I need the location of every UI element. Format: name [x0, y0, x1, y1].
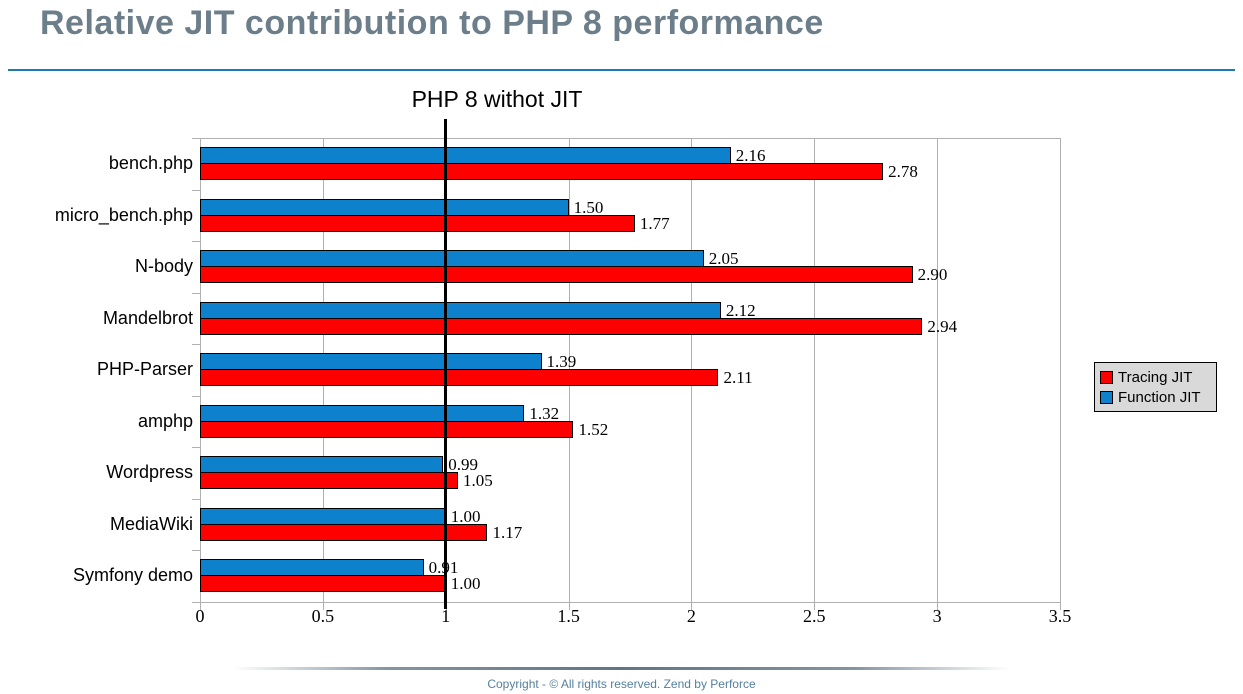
- x-axis-tick: [1060, 602, 1061, 610]
- tracing-jit-bar: [200, 369, 719, 387]
- function-jit-bar: [200, 404, 525, 422]
- bar-value-label: 1.00: [450, 506, 481, 526]
- page-title: Relative JIT contribution to PHP 8 perfo…: [40, 4, 824, 42]
- tracing-jit-swatch: [1100, 370, 1113, 384]
- x-axis-tick: [322, 602, 324, 610]
- function-jit-bar: [200, 147, 731, 164]
- bar-value-label: 2.12: [725, 300, 756, 320]
- function-jit-bar: [200, 507, 446, 525]
- y-axis-tick: [192, 395, 200, 397]
- bar-value-label: 1.50: [573, 197, 604, 217]
- marker-annotation: PHP 8 withot JIT: [411, 86, 583, 112]
- function-jit-bar: [200, 198, 569, 216]
- x-axis-tick: [568, 602, 570, 610]
- title-divider: [8, 69, 1235, 71]
- x-axis-tick-label: 0.5: [311, 606, 335, 626]
- tracing-jit-bar: [200, 575, 446, 593]
- function-jit-bar: [200, 301, 721, 319]
- y-axis-tick: [192, 189, 200, 191]
- y-axis-tick: [192, 241, 200, 243]
- bar-value-label: 2.78: [888, 162, 918, 181]
- function-jit-bar: [200, 353, 542, 371]
- gridline: [937, 138, 939, 602]
- y-axis-tick: [192, 602, 200, 603]
- tracing-jit-bar: [200, 163, 884, 180]
- x-axis-line: [200, 602, 1061, 603]
- footer-divider: [233, 667, 1010, 670]
- bar-value-label: 1.05: [463, 471, 493, 491]
- function-jit-bar: [200, 559, 424, 577]
- tracing-jit-bar: [200, 214, 635, 232]
- category-label: bench.php: [108, 153, 193, 173]
- bar-value-label: 0.99: [448, 455, 478, 475]
- tracing-jit-bar: [200, 523, 488, 541]
- y-axis-tick: [192, 138, 200, 139]
- tracing-jit-bar: [200, 266, 913, 284]
- gridline: [814, 138, 816, 602]
- bar-value-label: 2.11: [723, 368, 753, 388]
- bar-value-label: 1.39: [546, 352, 577, 372]
- category-label: amphp: [137, 410, 193, 431]
- marker-line: [443, 119, 447, 609]
- tracing-jit-bar: [200, 317, 923, 335]
- y-axis-tick: [192, 292, 200, 294]
- bar-value-label: 1.32: [529, 403, 560, 423]
- x-axis-tick: [691, 602, 693, 610]
- copyright-text: Copyright - © All rights reserved. Zend …: [487, 677, 756, 691]
- category-label: Symfony demo: [72, 565, 193, 586]
- tracing-jit-bar: [200, 420, 574, 438]
- tracing-jit-bar: [200, 472, 458, 490]
- bar-value-label: 1.17: [492, 522, 523, 542]
- bar-value-label: 1.52: [578, 419, 609, 439]
- y-axis-tick: [192, 344, 200, 346]
- category-label: Mandelbrot: [102, 307, 193, 328]
- x-axis-tick: [937, 602, 939, 610]
- y-axis-tick: [192, 550, 200, 552]
- bar-value-label: 2.16: [735, 146, 766, 165]
- gridline: [1060, 138, 1061, 602]
- function-jit-swatch: [1100, 390, 1113, 404]
- function-jit-bar: [200, 250, 704, 268]
- bar-value-label: 2.90: [917, 265, 948, 285]
- x-axis-tick: [814, 602, 816, 610]
- bar-value-label: 2.94: [927, 316, 958, 336]
- category-label: PHP-Parser: [96, 359, 193, 380]
- x-axis-tick: [200, 602, 201, 610]
- legend-label: Tracing JIT: [1118, 368, 1193, 386]
- x-axis-tick-label: 2.5: [803, 606, 826, 626]
- y-axis-tick: [192, 498, 200, 500]
- category-label: N-body: [134, 256, 193, 277]
- x-axis-tick-label: 1: [441, 606, 451, 626]
- x-axis-tick-label: 0: [195, 606, 205, 626]
- x-axis-tick-label: 1.5: [557, 606, 580, 626]
- category-label: Wordpress: [106, 462, 193, 483]
- x-axis-tick-label: 3.5: [1048, 606, 1072, 626]
- plot-top-border: [200, 138, 1061, 139]
- bar-value-label: 1.77: [639, 213, 670, 233]
- bar-value-label: 1.00: [450, 574, 481, 594]
- y-axis-tick: [192, 447, 200, 449]
- x-axis-tick-label: 2: [686, 606, 696, 626]
- bar-value-label: 2.05: [708, 249, 739, 269]
- bar-value-label: 0.91: [429, 558, 459, 577]
- function-jit-bar: [200, 456, 444, 474]
- category-label: micro_bench.php: [54, 204, 193, 225]
- legend-item-tracing-jit: Tracing JIT: [1100, 367, 1211, 387]
- category-label: MediaWiki: [109, 513, 193, 534]
- legend-label: Function JIT: [1118, 388, 1201, 406]
- x-axis-tick-label: 3: [932, 606, 942, 626]
- chart-legend: Tracing JIT Function JIT: [1094, 362, 1217, 412]
- legend-item-function-jit: Function JIT: [1100, 387, 1211, 407]
